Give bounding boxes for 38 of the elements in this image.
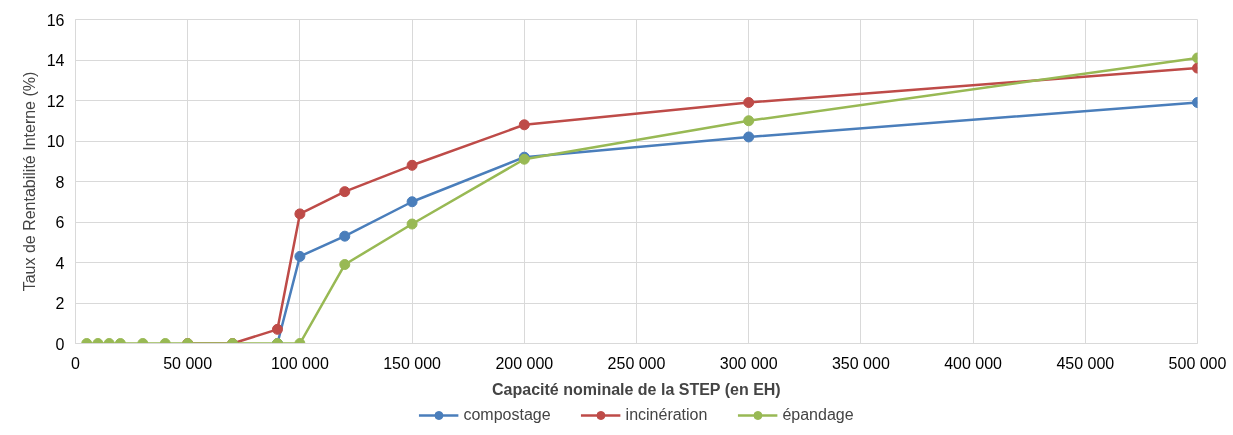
x-axis-title: Capacité nominale de la STEP (en EH) <box>492 380 781 398</box>
point <box>339 230 351 242</box>
x-tick-label: 100 000 <box>270 354 329 372</box>
y-tick-label: 8 <box>55 173 65 191</box>
x-tick-label: 350 000 <box>831 354 890 372</box>
point <box>743 131 755 143</box>
x-tick-label: 500 000 <box>1168 354 1227 372</box>
point <box>294 250 306 262</box>
point <box>406 196 418 208</box>
y-tick-label: 2 <box>55 295 65 312</box>
point <box>743 97 755 109</box>
x-tick-label: 300 000 <box>719 354 778 372</box>
x-tick-label: 250 000 <box>607 354 666 372</box>
legend-label: incinération <box>625 406 708 424</box>
x-tick-label: 50 000 <box>163 354 213 372</box>
y-tick-label: 14 <box>46 52 65 69</box>
point <box>271 323 283 335</box>
point <box>339 186 351 198</box>
y-tick-label: 6 <box>55 214 65 231</box>
x-tick-label: 150 000 <box>383 354 442 372</box>
point <box>339 259 351 271</box>
point <box>518 119 530 131</box>
y-tick-label: 10 <box>46 133 65 150</box>
y-axis-title: Taux de Rentabilité Interne (%) <box>20 71 38 292</box>
x-tick-label: 450 000 <box>1056 354 1115 372</box>
point <box>406 218 418 230</box>
legend-label: épandage <box>782 406 854 424</box>
legend-label: compostage <box>463 406 551 424</box>
x-tick-label: 0 <box>71 354 81 372</box>
y-tick-label: 4 <box>55 254 65 272</box>
y-tick-label: 12 <box>46 92 65 110</box>
point <box>743 115 755 127</box>
y-tick-label: 0 <box>55 335 65 353</box>
x-tick-label: 400 000 <box>944 354 1003 372</box>
y-tick-label: 16 <box>46 11 65 29</box>
point <box>294 208 306 220</box>
x-tick-label: 200 000 <box>495 354 554 372</box>
point <box>406 159 418 171</box>
